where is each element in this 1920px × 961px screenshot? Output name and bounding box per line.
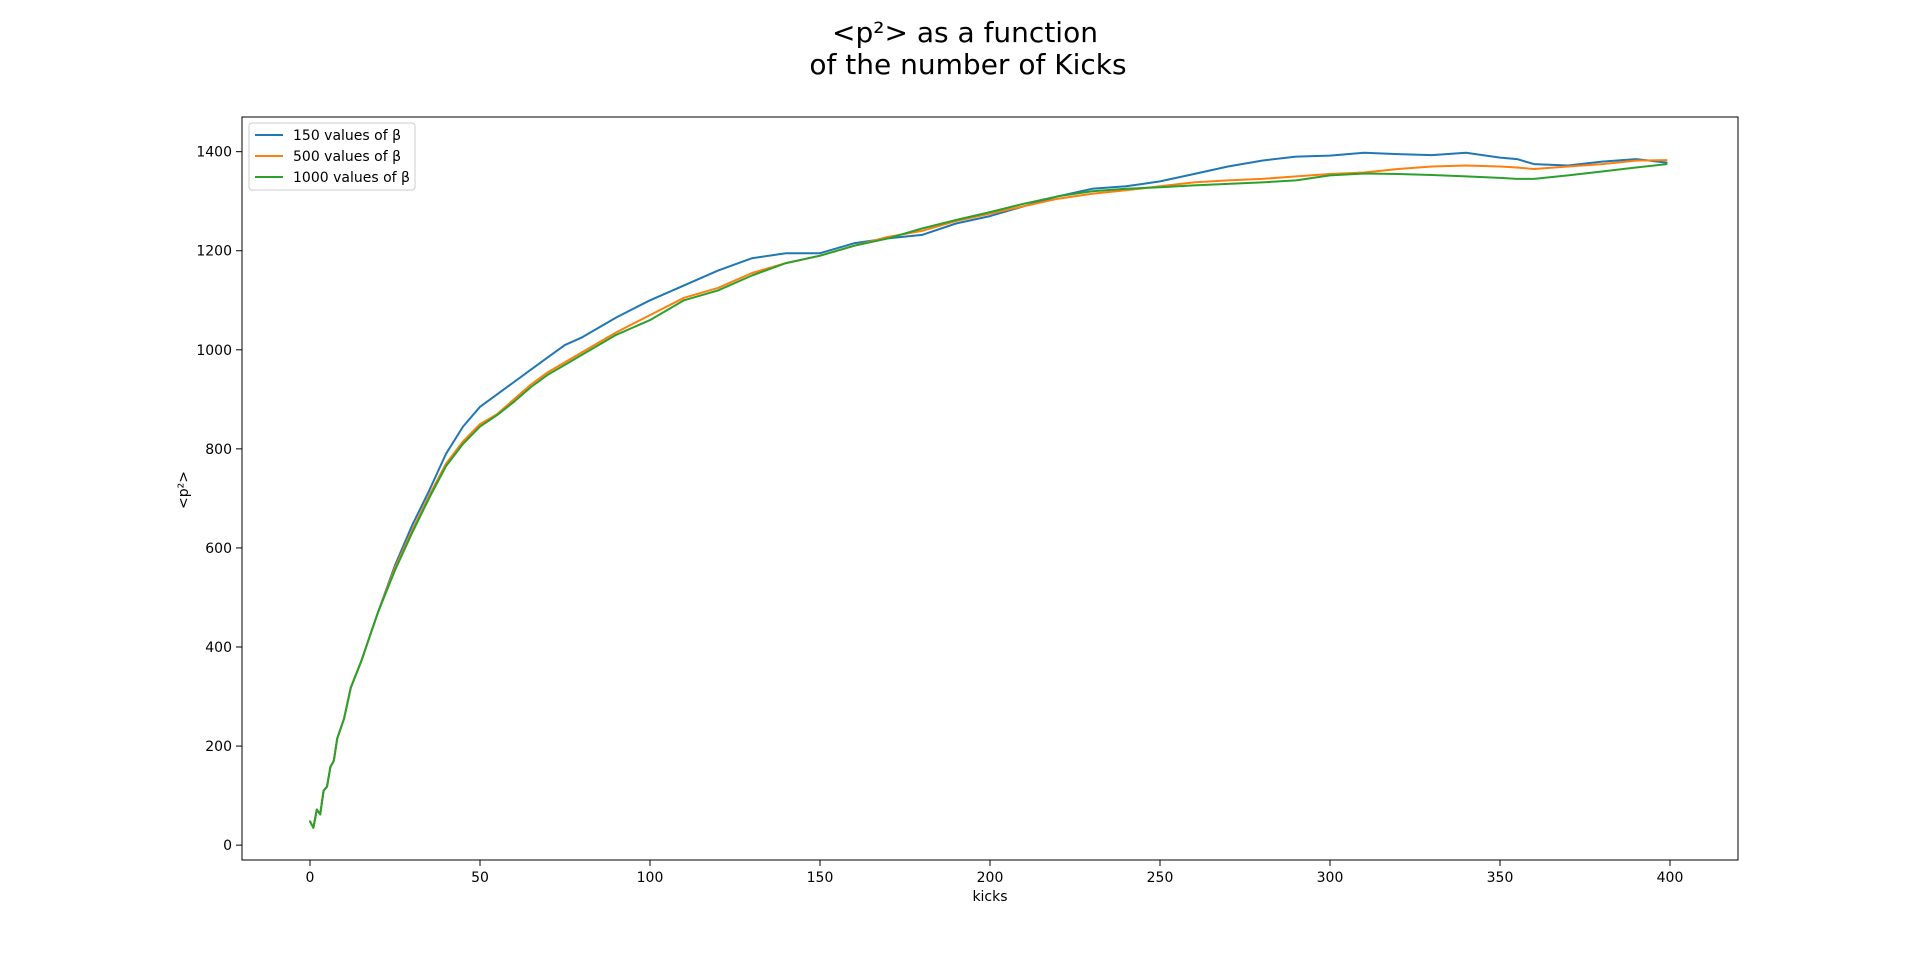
series-layer xyxy=(309,151,1668,829)
y-tick-label: 1400 xyxy=(196,145,232,161)
series-line-1 xyxy=(309,151,1668,829)
x-tick-label: 400 xyxy=(1657,870,1684,886)
x-tick-label: 350 xyxy=(1487,870,1514,886)
x-tick-label: 0 xyxy=(306,870,315,886)
x-axis: 0 50 100 150 200 250 300 350 400 xyxy=(306,860,1684,886)
y-tick-label: 800 xyxy=(205,442,232,458)
x-tick-label: 250 xyxy=(1147,870,1174,886)
legend-label-1: 150 values of β xyxy=(293,128,401,144)
legend-box xyxy=(248,122,416,191)
y-tick-label: 0 xyxy=(223,838,232,854)
x-tick-label: 200 xyxy=(977,870,1004,886)
x-tick-label: 50 xyxy=(471,870,489,886)
y-axis: 0 200 400 600 800 1000 1200 1400 xyxy=(196,145,242,854)
y-tick-label: 200 xyxy=(205,739,232,755)
y-tick-label: 1000 xyxy=(196,343,232,359)
chart-title-line-1: <p²> as a function xyxy=(832,16,1098,49)
x-axis-label: kicks xyxy=(972,889,1007,905)
y-tick-label: 1200 xyxy=(196,244,232,260)
chart-title-line-2: of the number of Kicks xyxy=(809,48,1126,81)
y-tick-label: 600 xyxy=(205,541,232,557)
legend: 150 values of β 500 values of β 1000 value… xyxy=(248,122,416,191)
legend-label-2: 500 values of β xyxy=(293,149,401,165)
x-tick-label: 150 xyxy=(807,870,834,886)
y-tick-label: 400 xyxy=(205,640,232,656)
y-axis-label: <p²> xyxy=(176,471,192,509)
legend-items: 150 values of β 500 values of β 1000 value… xyxy=(255,128,410,186)
plot-frame xyxy=(241,116,1739,861)
legend-label-3: 1000 values of β xyxy=(293,170,410,186)
x-tick-label: 100 xyxy=(637,870,664,886)
series-line-2 xyxy=(309,159,1668,829)
x-tick-label: 300 xyxy=(1317,870,1344,886)
series-line-3 xyxy=(309,163,1668,829)
